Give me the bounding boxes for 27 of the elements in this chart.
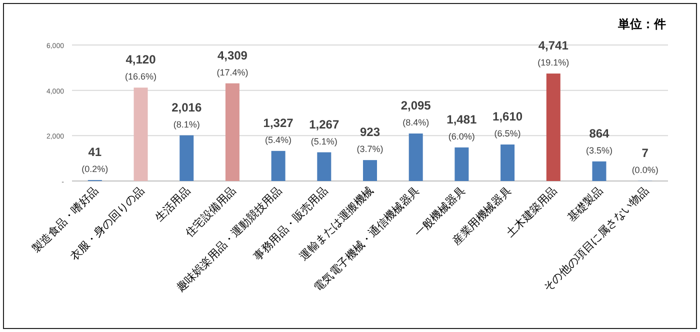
data-label: 864 (3.5%) — [586, 126, 612, 156]
x-tick-label: 生活用品 — [152, 184, 193, 224]
data-label: 1,481 (6.0%) — [446, 112, 478, 142]
data-label: 2,095 (8.4%) — [400, 98, 432, 128]
bar — [408, 134, 423, 181]
data-label: 7 (0.0%) — [632, 146, 658, 175]
text: 単位：件 — [617, 17, 666, 31]
bar — [500, 144, 515, 181]
data-label: 1,327 (5.4%) — [263, 116, 294, 145]
bar — [134, 88, 148, 181]
data-label: 2,016 (8.1%) — [172, 100, 202, 130]
bar — [317, 152, 332, 181]
bar — [592, 161, 606, 181]
data-label: 923 (3.7%) — [356, 125, 384, 154]
bar — [225, 83, 240, 181]
data-label: 1,610 (6.5%) — [492, 110, 523, 139]
data-label: 4,120 (16.6%) — [125, 52, 157, 82]
data-label: 1,267 (5.1%) — [309, 117, 340, 146]
data-label: 4,741 (19.1%) — [538, 38, 570, 68]
bar — [454, 147, 469, 181]
bar — [363, 160, 377, 181]
data-label: 41 (0.2%) — [82, 145, 108, 174]
bar — [271, 150, 286, 181]
bar — [180, 135, 194, 181]
data-label: 4,309 (17.4%) — [216, 48, 248, 78]
bar — [546, 74, 560, 181]
x-tick-label: 基礎製品 — [565, 184, 606, 224]
